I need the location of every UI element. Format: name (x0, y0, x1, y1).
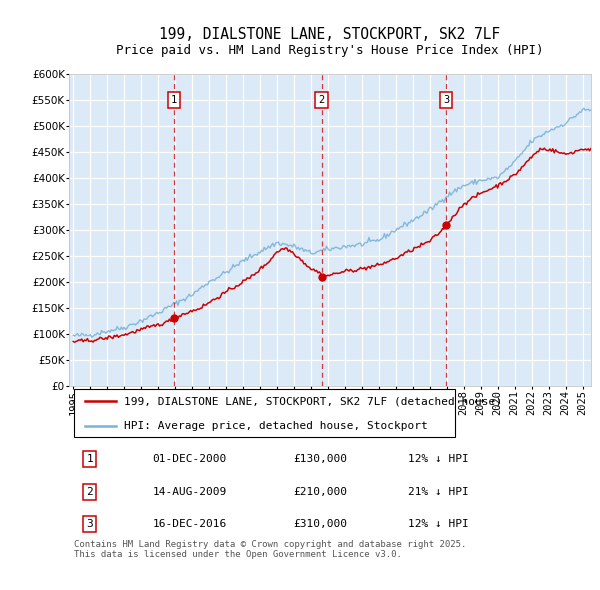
Text: Contains HM Land Registry data © Crown copyright and database right 2025.
This d: Contains HM Land Registry data © Crown c… (74, 540, 467, 559)
Text: 2: 2 (86, 487, 93, 497)
Text: 16-DEC-2016: 16-DEC-2016 (152, 519, 227, 529)
Text: £210,000: £210,000 (293, 487, 347, 497)
Text: 14-AUG-2009: 14-AUG-2009 (152, 487, 227, 497)
Text: 1: 1 (86, 454, 93, 464)
Text: 3: 3 (86, 519, 93, 529)
Text: 12% ↓ HPI: 12% ↓ HPI (409, 519, 469, 529)
Text: Price paid vs. HM Land Registry's House Price Index (HPI): Price paid vs. HM Land Registry's House … (116, 44, 544, 57)
Text: 21% ↓ HPI: 21% ↓ HPI (409, 487, 469, 497)
Text: HPI: Average price, detached house, Stockport: HPI: Average price, detached house, Stoc… (124, 421, 428, 431)
Text: 01-DEC-2000: 01-DEC-2000 (152, 454, 227, 464)
Text: 199, DIALSTONE LANE, STOCKPORT, SK2 7LF (detached house): 199, DIALSTONE LANE, STOCKPORT, SK2 7LF … (124, 396, 502, 407)
Text: 2: 2 (319, 95, 325, 105)
FancyBboxPatch shape (74, 389, 455, 437)
Text: 12% ↓ HPI: 12% ↓ HPI (409, 454, 469, 464)
Text: £130,000: £130,000 (293, 454, 347, 464)
Text: 3: 3 (443, 95, 449, 105)
Text: 199, DIALSTONE LANE, STOCKPORT, SK2 7LF: 199, DIALSTONE LANE, STOCKPORT, SK2 7LF (160, 27, 500, 41)
Text: 1: 1 (170, 95, 177, 105)
Text: £310,000: £310,000 (293, 519, 347, 529)
